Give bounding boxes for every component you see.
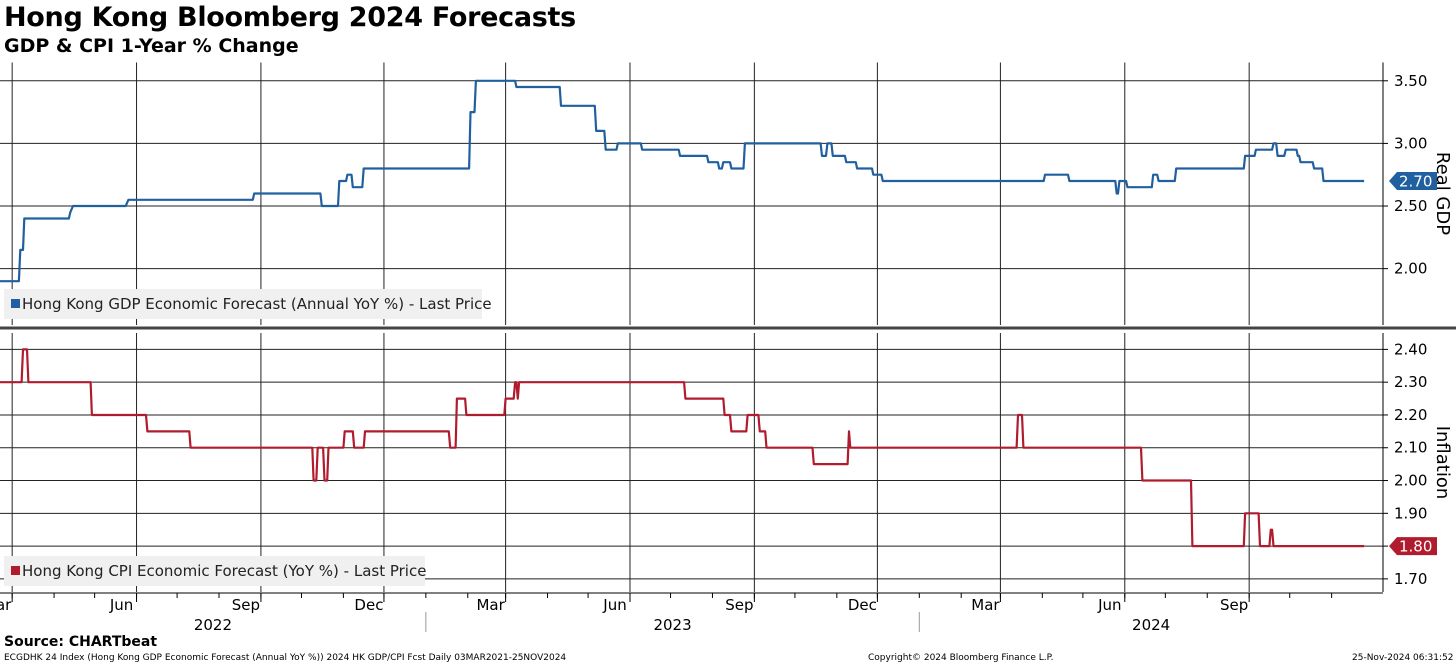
- gdp-last-value-label: 2.70: [1399, 172, 1432, 190]
- gdp-axis-title: Real GDP: [1432, 152, 1453, 235]
- cpi-legend-swatch: [11, 566, 20, 575]
- source-note: Source: CHARTbeat: [4, 634, 158, 650]
- cpi-ytick-label-7: 2.40: [1394, 340, 1427, 358]
- cpi-last-value-label: 1.80: [1399, 538, 1432, 556]
- gdp-legend-swatch: [11, 299, 20, 308]
- gdp-ytick-label-1: 2.50: [1394, 197, 1427, 215]
- chart-title: Hong Kong Bloomberg 2024 Forecasts: [4, 2, 576, 33]
- footer-copyright: Copyright© 2024 Bloomberg Finance L.P.: [868, 653, 1054, 663]
- cpi-ytick-label-0: 1.70: [1394, 570, 1427, 588]
- cpi-axis-title: Inflation: [1432, 426, 1453, 500]
- cpi-ytick-label-5: 2.20: [1394, 406, 1427, 424]
- x-month-label-10: Sep: [1220, 596, 1248, 614]
- gdp-legend-label: Hong Kong GDP Economic Forecast (Annual …: [22, 295, 492, 313]
- x-month-label-6: Sep: [725, 596, 753, 614]
- gdp-ytick-label-3: 3.50: [1394, 72, 1427, 90]
- cpi-legend-box: [4, 556, 425, 586]
- footer-ticker: ECGDHK 24 Index (Hong Kong GDP Economic …: [4, 653, 567, 663]
- x-month-label-5: Jun: [602, 596, 626, 614]
- x-year-label-0: 2022: [194, 616, 232, 634]
- cpi-last-value-badge: [1389, 537, 1437, 556]
- cpi-ytick-label-2: 1.90: [1394, 504, 1427, 522]
- x-month-label-1: Jun: [109, 596, 133, 614]
- x-month-label-8: Mar: [971, 596, 1000, 614]
- x-month-label-4: Mar: [476, 596, 505, 614]
- gdp-series-line: [0, 79, 1365, 283]
- gdp-last-value-badge: [1389, 171, 1437, 190]
- gdp-ytick-label-2: 3.00: [1394, 134, 1427, 152]
- cpi-ytick-label-4: 2.10: [1394, 439, 1427, 457]
- footer-timestamp: 25-Nov-2024 06:31:52: [1352, 653, 1454, 663]
- x-year-label-2: 2024: [1132, 616, 1170, 634]
- gdp-ytick-label-0: 2.00: [1394, 260, 1427, 278]
- gdp-legend-box: [4, 289, 482, 319]
- chart-subtitle: GDP & CPI 1-Year % Change: [4, 35, 299, 57]
- x-month-label-0: Mar: [0, 596, 12, 614]
- x-month-label-9: Jun: [1097, 596, 1121, 614]
- cpi-ytick-label-6: 2.30: [1394, 373, 1427, 391]
- x-year-label-1: 2023: [653, 616, 691, 634]
- x-month-label-7: Dec: [848, 596, 877, 614]
- cpi-series-line: [0, 348, 1365, 548]
- cpi-legend-label: Hong Kong CPI Economic Forecast (YoY %) …: [22, 562, 426, 580]
- cpi-ytick-label-3: 2.00: [1394, 472, 1427, 490]
- x-month-label-3: Dec: [354, 596, 383, 614]
- x-month-label-2: Sep: [232, 596, 260, 614]
